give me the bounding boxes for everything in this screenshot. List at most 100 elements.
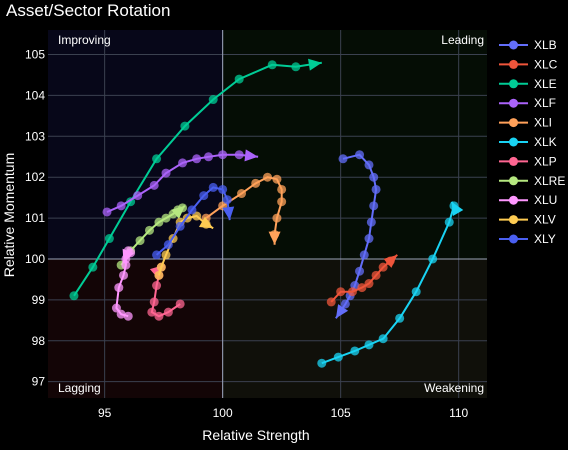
trail-arrowhead	[308, 58, 322, 71]
legend-label: XLE	[534, 77, 557, 91]
legend[interactable]: XLB XLC XLE XLF XLI XLK XLP XLRE XLU XLV XLY	[499, 38, 565, 246]
series-xlf	[102, 149, 259, 217]
legend-marker	[509, 215, 518, 225]
legend-item-xli[interactable]: XLI	[499, 116, 552, 130]
data-point	[208, 95, 218, 105]
legend-item-xlf[interactable]: XLF	[499, 96, 556, 110]
data-point	[119, 270, 129, 280]
legend-item-xlp[interactable]: XLP	[499, 154, 557, 168]
data-point	[152, 281, 162, 291]
chart-title: Asset/Sector Rotation	[6, 1, 170, 20]
legend-item-xly[interactable]: XLY	[499, 232, 556, 246]
legend-label: XLB	[534, 38, 557, 52]
y-tick-label: 99	[32, 293, 46, 307]
y-axis-label: Relative Momentum	[1, 153, 17, 278]
data-point	[251, 178, 261, 188]
legend-marker	[509, 137, 518, 147]
data-point	[340, 299, 350, 309]
legend-label: XLV	[534, 213, 556, 227]
data-point	[88, 262, 98, 272]
legend-label: XLI	[534, 116, 552, 130]
legend-item-xle[interactable]: XLE	[499, 77, 557, 91]
data-point	[147, 307, 157, 317]
legend-item-xlb[interactable]: XLB	[499, 38, 557, 52]
legend-item-xlk[interactable]: XLK	[499, 135, 557, 149]
data-point	[272, 174, 282, 184]
data-point	[444, 217, 454, 227]
trail-arrowhead	[451, 201, 464, 216]
data-point	[428, 254, 438, 264]
quadrant-label-lagging: Lagging	[58, 381, 101, 395]
legend-item-xlc[interactable]: XLC	[499, 57, 558, 71]
data-point	[133, 191, 143, 201]
trail-arrowhead	[171, 205, 185, 219]
legend-label: XLF	[534, 96, 556, 110]
legend-item-xlre[interactable]: XLRE	[499, 174, 565, 188]
data-point	[366, 217, 376, 227]
data-point	[178, 158, 188, 168]
legend-marker	[509, 234, 518, 244]
data-point	[69, 291, 79, 301]
data-point	[291, 62, 301, 72]
series-xli	[201, 172, 287, 245]
legend-item-xlv[interactable]: XLV	[499, 213, 556, 227]
data-point	[161, 168, 171, 178]
series-xle	[69, 58, 322, 301]
data-point	[355, 150, 365, 160]
trail-arrowhead	[198, 216, 214, 229]
data-point	[411, 287, 421, 297]
x-tick-label: 105	[331, 406, 351, 420]
y-tick-label: 101	[25, 211, 45, 225]
data-point	[218, 150, 228, 160]
x-tick-label: 95	[98, 406, 112, 420]
legend-marker	[509, 118, 518, 128]
series-xly	[152, 182, 235, 260]
quadrant-backgrounds	[48, 30, 487, 398]
data-point	[175, 299, 185, 309]
legend-marker	[509, 79, 518, 89]
data-point	[187, 205, 197, 215]
legend-label: XLRE	[534, 174, 565, 188]
data-point	[154, 217, 164, 227]
y-tick-label: 97	[32, 375, 46, 389]
data-point	[163, 240, 173, 250]
x-tick-label: 110	[449, 406, 468, 420]
data-point	[154, 311, 164, 321]
data-point	[111, 303, 121, 313]
y-tick-label: 102	[25, 170, 45, 184]
legend-label: XLU	[534, 193, 557, 207]
legend-marker	[509, 40, 518, 50]
trail-arrowhead	[122, 248, 134, 264]
data-point	[336, 287, 346, 297]
data-point	[161, 213, 171, 223]
data-point	[192, 154, 202, 164]
data-point	[371, 184, 381, 194]
y-tick-label: 105	[25, 48, 45, 62]
data-point	[102, 207, 112, 217]
series-xlc	[326, 254, 398, 307]
quadrant-improving-bg	[48, 30, 223, 259]
series-xlu	[111, 246, 136, 321]
trail-arrowhead	[268, 231, 281, 245]
data-point	[199, 191, 209, 201]
legend-marker	[509, 59, 518, 69]
data-point	[347, 287, 357, 297]
data-point	[163, 307, 173, 317]
legend-item-xlu[interactable]: XLU	[499, 193, 557, 207]
data-point	[152, 154, 162, 164]
data-point	[378, 262, 388, 272]
data-point	[234, 150, 244, 160]
data-point	[218, 184, 228, 194]
data-point	[161, 250, 171, 260]
series-xlk	[317, 201, 464, 368]
legend-label: XLC	[534, 57, 558, 71]
data-point	[272, 213, 282, 223]
legend-label: XLY	[534, 232, 556, 246]
trail-arrowhead	[335, 304, 349, 319]
data-point	[277, 184, 287, 194]
quadrant-label-weakening: Weakening	[424, 381, 484, 395]
y-tick-label: 98	[32, 334, 46, 348]
data-point	[203, 152, 213, 162]
data-point	[355, 266, 365, 276]
